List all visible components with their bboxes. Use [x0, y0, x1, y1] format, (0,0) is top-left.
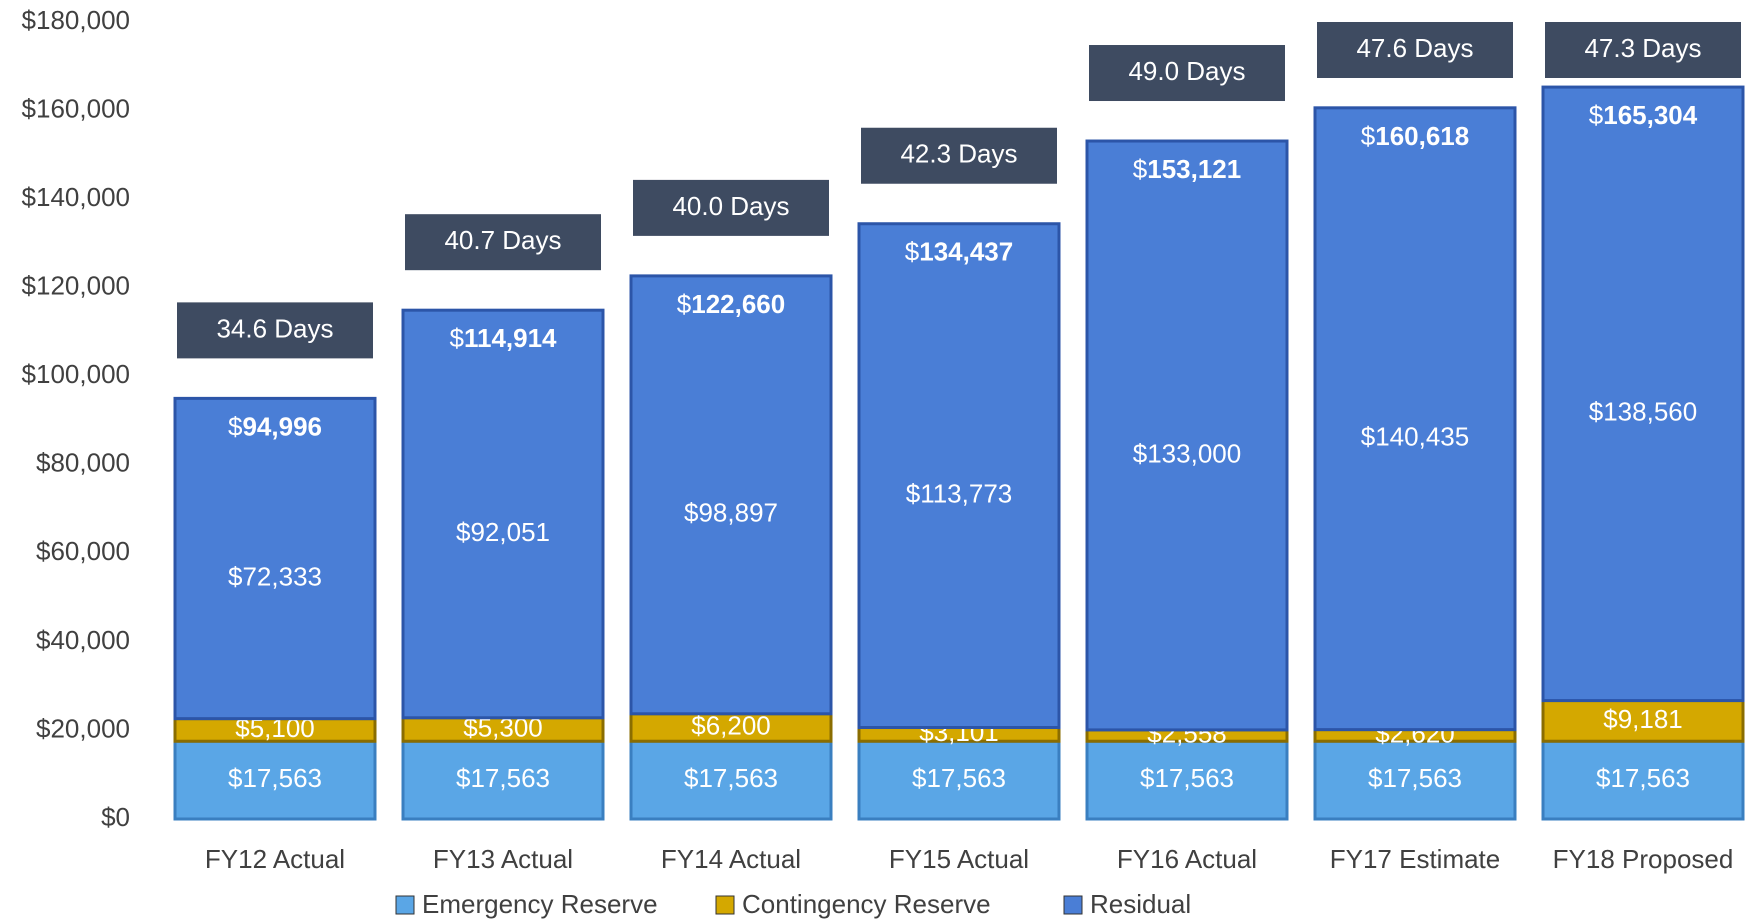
days-label: 40.7 Days	[444, 225, 561, 255]
total-currency: $	[905, 237, 920, 267]
total-currency: $	[449, 323, 464, 353]
value-label: $140,435	[1361, 422, 1469, 452]
total-label: $134,437	[905, 237, 1013, 267]
total-amount: 160,618	[1375, 121, 1469, 151]
legend-label: Contingency Reserve	[742, 889, 991, 919]
days-label: 47.3 Days	[1584, 33, 1701, 63]
x-tick-label: FY16 Actual	[1117, 844, 1257, 874]
legend-swatch	[715, 895, 735, 915]
legend-swatch	[1063, 895, 1083, 915]
days-label: 40.0 Days	[672, 191, 789, 221]
x-tick-label: FY18 Proposed	[1553, 844, 1734, 874]
value-label: $133,000	[1133, 438, 1241, 468]
days-box	[1317, 22, 1513, 78]
total-label: $122,660	[677, 289, 785, 319]
total-amount: 165,304	[1603, 100, 1698, 130]
bar-segment	[173, 739, 377, 821]
total-label: $94,996	[228, 411, 322, 441]
bar-segment	[401, 739, 605, 821]
y-tick-label: $0	[101, 802, 130, 832]
y-tick-label: $80,000	[36, 448, 130, 478]
total-amount: 134,437	[919, 237, 1013, 267]
value-label: $17,563	[912, 763, 1006, 793]
bar-segment	[1313, 106, 1517, 732]
y-tick-label: $40,000	[36, 625, 130, 655]
total-currency: $	[1361, 121, 1376, 151]
value-label: $6,200	[691, 710, 771, 740]
days-label: 47.6 Days	[1356, 33, 1473, 63]
bar-segment	[1085, 139, 1289, 732]
value-label: $92,051	[456, 517, 550, 547]
total-amount: 153,121	[1147, 154, 1241, 184]
total-currency: $	[1133, 154, 1148, 184]
bar-segment	[1541, 85, 1745, 703]
days-box	[861, 127, 1057, 184]
bar-segment	[629, 274, 833, 716]
x-tick-label: FY14 Actual	[661, 844, 801, 874]
y-tick-label: $160,000	[22, 93, 130, 123]
value-label: $9,181	[1603, 704, 1683, 734]
total-currency: $	[228, 411, 243, 441]
value-label: $138,560	[1589, 397, 1697, 427]
bar-segment	[857, 222, 1061, 730]
days-box	[1545, 22, 1741, 78]
legend-label: Emergency Reserve	[422, 889, 658, 919]
value-label: $17,563	[1596, 763, 1690, 793]
bar-segment	[1085, 739, 1289, 821]
value-label: $17,563	[456, 763, 550, 793]
y-tick-label: $20,000	[36, 713, 130, 743]
y-tick-label: $180,000	[22, 5, 130, 35]
days-box	[1089, 45, 1285, 102]
days-box	[405, 214, 601, 271]
value-label: $17,563	[684, 763, 778, 793]
bar-segment	[1541, 699, 1745, 743]
value-label: $17,563	[1140, 763, 1234, 793]
days-label: 49.0 Days	[1128, 56, 1245, 86]
x-tick-label: FY13 Actual	[433, 844, 573, 874]
days-label: 42.3 Days	[900, 139, 1017, 169]
value-label: $17,563	[1368, 763, 1462, 793]
total-label: $114,914	[449, 323, 557, 353]
x-tick-label: FY17 Estimate	[1330, 844, 1501, 874]
days-box	[633, 179, 829, 236]
value-label: $17,563	[228, 763, 322, 793]
legend-label: Residual	[1090, 889, 1191, 919]
x-tick-label: FY15 Actual	[889, 844, 1029, 874]
total-amount: 114,914	[464, 323, 557, 353]
value-label: $98,897	[684, 498, 778, 528]
total-amount: 122,660	[691, 289, 785, 319]
days-box	[177, 302, 373, 359]
days-label: 34.6 Days	[216, 313, 333, 343]
value-label: $113,773	[906, 478, 1013, 508]
value-label: $72,333	[228, 561, 322, 591]
bar-segment	[401, 308, 605, 720]
total-amount: 94,996	[242, 411, 322, 441]
total-label: $160,618	[1361, 121, 1469, 151]
bar-segment	[1541, 739, 1745, 821]
y-tick-label: $60,000	[36, 536, 130, 566]
y-tick-label: $140,000	[22, 182, 130, 212]
legend-swatch	[395, 895, 415, 915]
total-currency: $	[1589, 100, 1604, 130]
bar-segment	[173, 396, 377, 721]
total-label: $165,304	[1589, 100, 1698, 130]
bar-segment	[1313, 739, 1517, 821]
total-currency: $	[677, 289, 692, 319]
y-tick-label: $100,000	[22, 359, 130, 389]
total-label: $153,121	[1133, 154, 1241, 184]
x-tick-label: FY12 Actual	[205, 844, 345, 874]
y-tick-label: $120,000	[22, 271, 130, 301]
